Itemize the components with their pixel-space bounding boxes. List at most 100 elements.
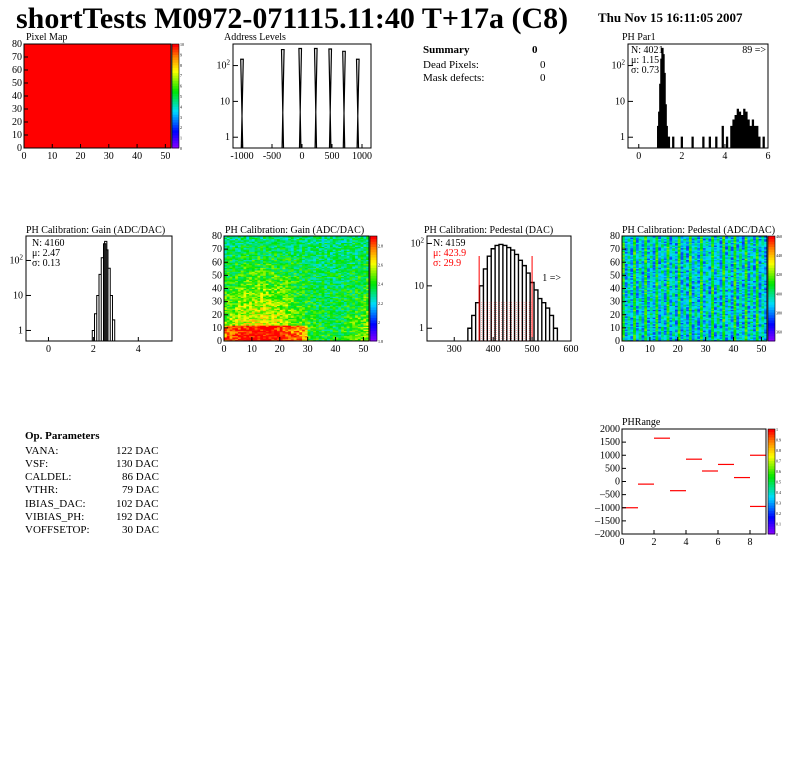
heatmap-cell [237, 310, 242, 313]
heatmap-cell [251, 280, 256, 283]
heatmap-cell [624, 275, 628, 278]
heatmap-cell [366, 254, 370, 257]
heatmap-cell [313, 263, 317, 266]
heatmap-cell [355, 242, 359, 245]
heatmap-cell [237, 260, 242, 263]
heatmap-cell [290, 257, 295, 259]
heatmap-cell [346, 236, 350, 238]
heatmap-cell [265, 313, 270, 316]
heatmap-cell [285, 295, 289, 297]
heatmap-cell [296, 333, 300, 335]
heatmap-cell [329, 285, 334, 288]
heatmap-cell [296, 323, 300, 326]
heatmap-cell [290, 288, 295, 291]
heatmap-cell [633, 338, 637, 341]
heatmap-cell [268, 323, 272, 326]
heatmap-cell [296, 283, 300, 285]
heatmap-cell [274, 304, 278, 306]
heatmap-cell [290, 258, 295, 261]
heatmap-cell [307, 280, 311, 283]
heatmap-cell [622, 263, 626, 266]
heatmap-cell [633, 251, 637, 254]
heatmap-cell [366, 267, 370, 270]
heatmap-cell [285, 270, 289, 272]
color-bar-cell [172, 137, 179, 141]
heatmap-cell [627, 285, 631, 288]
heatmap-cell [224, 243, 228, 246]
heatmap-cell [310, 250, 314, 253]
heatmap-cell [338, 326, 342, 329]
heatmap-cell [313, 246, 317, 249]
heatmap-cell [316, 267, 320, 270]
heatmap-cell [349, 320, 353, 322]
heatmap-cell [304, 257, 309, 259]
heatmap-cell [318, 330, 322, 333]
heatmap-cell [313, 258, 317, 261]
heatmap-cell [329, 262, 334, 264]
heatmap-cell [302, 296, 306, 299]
heatmap-cell [366, 321, 370, 324]
heatmap-cell [307, 254, 311, 257]
heatmap-cell [316, 237, 320, 240]
heatmap-cell [341, 292, 345, 295]
heatmap-cell [224, 283, 228, 285]
heatmap-cell [254, 263, 258, 266]
heatmap-cell [352, 331, 356, 334]
heatmap-cell [335, 310, 339, 313]
heatmap-cell [346, 255, 350, 258]
heatmap-cell [274, 326, 278, 329]
heatmap-cell [226, 327, 230, 330]
heatmap-cell [363, 305, 367, 308]
heatmap-cell [290, 329, 295, 331]
heatmap-cell [363, 325, 367, 327]
heatmap-cell [224, 318, 228, 321]
heatmap-cell [310, 253, 314, 255]
color-bar-cell [172, 54, 179, 58]
heatmap-cell [254, 305, 258, 308]
heatmap-cell [346, 257, 350, 259]
heatmap-cell [341, 268, 345, 271]
heatmap-cell [318, 270, 322, 272]
heatmap-cell [260, 253, 264, 255]
heatmap-cell [293, 305, 297, 308]
heatmap-cell [346, 238, 350, 241]
heatmap-cell [349, 312, 353, 314]
heatmap-cell [360, 304, 364, 306]
op-param-value: 122 DAC [116, 445, 159, 457]
heatmap-cell [318, 284, 322, 287]
heatmap-cell [335, 320, 339, 322]
heatmap-cell [324, 237, 328, 240]
heatmap-cell [279, 283, 283, 285]
heatmap-cell [310, 262, 314, 264]
heatmap-cell [293, 239, 297, 242]
heatmap-cell [229, 312, 233, 314]
heatmap-cell [290, 237, 295, 240]
heatmap-cell [251, 337, 256, 339]
heatmap-cell [229, 242, 233, 245]
heatmap-cell [324, 299, 328, 301]
heatmap-cell [346, 325, 350, 327]
heatmap-cell [235, 276, 239, 279]
heatmap-cell [633, 268, 637, 271]
heatmap-cell [263, 253, 267, 255]
heatmap-cell [310, 283, 314, 285]
heatmap-cell [357, 316, 362, 318]
heatmap-cell [366, 331, 370, 334]
heatmap-cell [235, 250, 239, 253]
heatmap-cell [254, 238, 258, 241]
color-bar-cell [172, 96, 179, 100]
heatmap-cell [327, 258, 331, 261]
heatmap-cell [299, 239, 303, 242]
heatmap-cell [249, 310, 253, 313]
heatmap-cell [327, 268, 331, 271]
heatmap-cell [265, 338, 270, 341]
heatmap-cell [622, 312, 626, 314]
heatmap-cell [226, 325, 230, 327]
heatmap-cell [335, 246, 339, 249]
heatmap-cell [279, 271, 283, 274]
heatmap-cell [237, 263, 242, 266]
heatmap-cell [265, 304, 270, 306]
heatmap-cell [366, 338, 370, 341]
heatmap-cell [257, 327, 261, 330]
heatmap-cell [635, 271, 640, 274]
